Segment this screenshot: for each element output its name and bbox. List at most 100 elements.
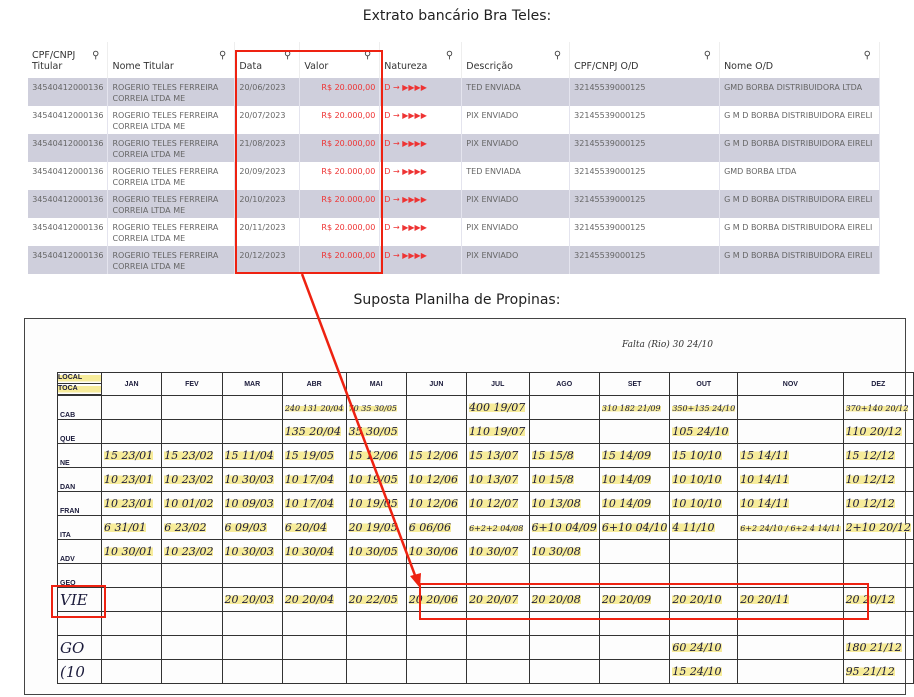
sheet-title: Suposta Planilha de Propinas: xyxy=(353,292,561,308)
search-icon[interactable]: ⚲ xyxy=(92,50,100,61)
table-cell: GMD BORBA LTDA xyxy=(719,162,880,190)
handwritten-entry: 95 21/12 xyxy=(845,665,895,678)
handwritten-entry: 15 24/10 xyxy=(672,665,722,678)
column-header[interactable]: Nome Titular ⚲ xyxy=(107,42,236,78)
sheet-cell: 10 12/12 xyxy=(842,467,914,492)
table-cell: 32145539000125 xyxy=(569,162,721,190)
sheet-cell: 370+140 20/12 xyxy=(842,395,914,420)
column-header[interactable]: Natureza ⚲ xyxy=(379,42,463,78)
sheet-cell: 10 01/02 xyxy=(161,491,223,516)
column-header[interactable]: Nome O/D ⚲ xyxy=(719,42,880,78)
handwritten-entry: 10 12/12 xyxy=(845,497,895,510)
sheet-cell: 15 11/04 xyxy=(221,443,283,468)
handwritten-entry: 20 20/03 xyxy=(224,593,274,606)
handwritten-note: Falta (Rio) 30 24/10 xyxy=(622,340,713,350)
table-cell: 34540412000136 xyxy=(28,106,109,134)
sheet-row: QUE 135 20/04 35 30/05 110 19/07 105 24/10 11… xyxy=(57,419,914,444)
table-cell: 20/10/2023 xyxy=(234,190,301,218)
sheet-cell: 20 20/08 xyxy=(528,587,600,612)
table-row[interactable]: 34540412000136 ROGERIO TELES FERREIRA COR… xyxy=(28,218,880,246)
table-cell: 20/12/2023 xyxy=(234,246,301,274)
table-cell: R$ 20.000,00 xyxy=(299,78,381,106)
search-icon[interactable]: ⚲ xyxy=(363,50,372,61)
table-row[interactable]: 34540412000136 ROGERIO TELES FERREIRA COR… xyxy=(28,134,880,162)
sheet-cell: 6 23/02 xyxy=(161,515,223,540)
handwritten-entry: 15 23/01 xyxy=(103,449,154,462)
search-icon[interactable]: ⚲ xyxy=(703,50,712,61)
search-icon[interactable]: ⚲ xyxy=(553,50,562,61)
table-row[interactable]: 34540412000136 ROGERIO TELES FERREIRA COR… xyxy=(28,162,880,190)
sheet-cell: 10 13/07 xyxy=(466,467,530,492)
sheet-cell xyxy=(598,635,671,660)
sheet-cell xyxy=(281,563,347,588)
handwritten-entry: 6 20/04 xyxy=(284,521,328,534)
column-header-label: CPF/CNPJ O/D xyxy=(574,61,639,72)
sheet-cell: 15 14/11 xyxy=(737,443,844,468)
search-icon[interactable]: ⚲ xyxy=(219,50,227,61)
search-icon[interactable]: ⚲ xyxy=(863,50,871,61)
sheet-cell: 6 31/01 xyxy=(100,515,163,540)
month-header: MAI xyxy=(345,372,407,396)
table-row[interactable]: 34540412000136 ROGERIO TELES FERREIRA COR… xyxy=(28,190,880,218)
table-cell: 32145539000125 xyxy=(569,246,721,274)
table-cell: R$ 20.000,00 xyxy=(299,246,381,274)
sheet-cell: 15 12/06 xyxy=(345,443,407,468)
sheet-cell: 10 30/03 xyxy=(221,539,283,564)
sheet-row: GO 60 24/10 180 21/12 xyxy=(57,635,914,660)
table-cell: G M D BORBA DISTRIBUIDORA EIRELI xyxy=(719,134,880,162)
handwritten-entry: 10 14/11 xyxy=(740,473,790,486)
handwritten-entry: 10 14/09 xyxy=(601,497,652,510)
sheet-cell: 400 19/07 xyxy=(466,395,530,420)
table-row[interactable]: 34540412000136 ROGERIO TELES FERREIRA COR… xyxy=(28,106,880,134)
sheet-cell xyxy=(598,539,671,564)
sheet-cell: 6 06/06 xyxy=(405,515,468,540)
handwritten-entry: 10 13/08 xyxy=(531,497,581,510)
table-cell: G M D BORBA DISTRIBUIDORA EIRELI xyxy=(719,218,880,246)
column-header[interactable]: Valor ⚲ xyxy=(299,42,381,78)
sheet-cell: 15 13/07 xyxy=(466,443,530,468)
column-header[interactable]: CPF/CNPJ O/D ⚲ xyxy=(569,42,721,78)
handwritten-entry: 6 23/02 xyxy=(164,521,207,534)
table-row[interactable]: 34540412000136 ROGERIO TELES FERREIRA COR… xyxy=(28,78,880,106)
bribe-spreadsheet: LOCAL TOCA JAN FEV MAR ABR MAI JUN JUL AGO SET OUT N… xyxy=(57,372,914,684)
handwritten-entry: 20 20/04 xyxy=(284,593,335,606)
highlight-box-vie-label xyxy=(51,585,106,618)
column-header-label: Data xyxy=(239,61,263,72)
handwritten-entry: 105 24/10 xyxy=(672,425,729,438)
handwritten-entry: 6 31/01 xyxy=(103,521,147,534)
search-icon[interactable]: ⚲ xyxy=(445,50,454,61)
column-header[interactable]: Descrição ⚲ xyxy=(461,42,571,78)
sheet-cell: 10 30/07 xyxy=(466,539,530,564)
table-cell: ROGERIO TELES FERREIRA CORREIA LTDA ME xyxy=(107,246,236,274)
handwritten-entry: 6+2+2 04/08 xyxy=(469,524,524,533)
sheet-cell: 10 23/01 xyxy=(100,491,163,516)
table-cell: TED ENVIADA xyxy=(461,162,571,190)
handwritten-entry: 10 30/06 xyxy=(408,545,458,558)
column-header[interactable]: CPF/CNPJ Titular ⚲ xyxy=(28,42,109,78)
handwritten-entry: 10 30/05 xyxy=(348,545,398,558)
table-row[interactable]: 34540412000136 ROGERIO TELES FERREIRA COR… xyxy=(28,246,880,274)
sheet-cell: 15 23/01 xyxy=(100,443,163,468)
search-icon[interactable]: ⚲ xyxy=(284,50,292,61)
handwritten-entry: 10 14/11 xyxy=(740,497,790,510)
sheet-cell: 6 09/03 xyxy=(221,515,283,540)
handwritten-entry: 15 12/06 xyxy=(348,449,398,462)
sheet-cell: 135 20/04 xyxy=(281,419,347,444)
sheet-cell xyxy=(221,563,283,588)
handwritten-entry: 15 15/8 xyxy=(531,449,574,462)
column-header[interactable]: Data ⚲ xyxy=(234,42,301,78)
month-header: JUL xyxy=(466,372,530,396)
handwritten-entry: 10 13/07 xyxy=(469,473,519,486)
table-cell: GMD BORBA DISTRIBUIDORA LTDA xyxy=(719,78,880,106)
sheet-cell: 10 13/08 xyxy=(528,491,600,516)
sheet-cell: 10 10/10 xyxy=(669,467,739,492)
table-cell: 32145539000125 xyxy=(569,78,721,106)
handwritten-entry: 310 182 21/09 xyxy=(601,404,661,413)
sheet-cell xyxy=(737,659,844,684)
table-cell: D → ▶▶▶▶ xyxy=(379,218,463,246)
sheet-cell: 10 30/03 xyxy=(221,467,283,492)
sheet-row: NE 15 23/01 15 23/02 15 11/04 15 19/05 15 12/… xyxy=(57,443,914,468)
handwritten-entry: 15 14/11 xyxy=(740,449,790,462)
bank-statement-title: Extrato bancário Bra Teles: xyxy=(362,8,552,24)
